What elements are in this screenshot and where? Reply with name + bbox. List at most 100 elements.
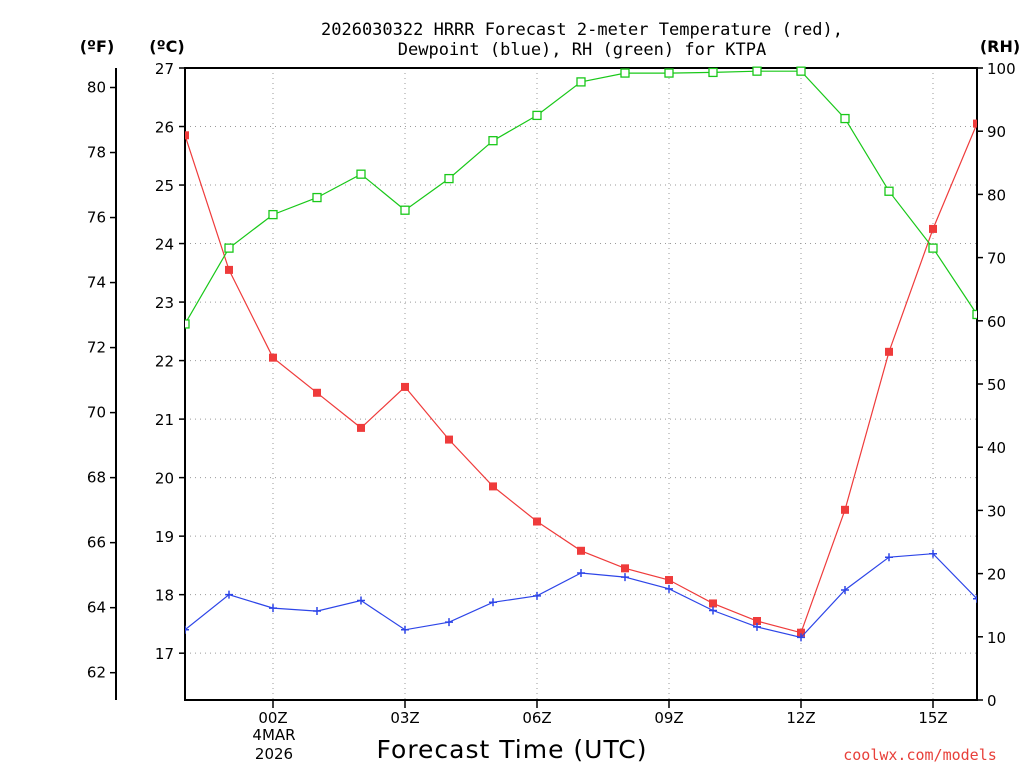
fahrenheit-tick-label-74: 74: [87, 274, 106, 292]
fahrenheit-tick-label-62: 62: [87, 664, 106, 682]
temperature-point-18: [973, 119, 977, 128]
rh-point-3: [312, 192, 322, 203]
dewpoint-point-8: [533, 591, 541, 600]
celsius-unit-label: (ºC): [149, 37, 184, 56]
celsius-tick-label-26: 26: [155, 119, 174, 137]
x-tick-label-00Z: 00Z: [258, 709, 287, 727]
rh-point-11: [664, 68, 674, 78]
celsius-tick-label-21: 21: [155, 411, 174, 429]
temperature-point-8: [533, 517, 541, 526]
x-tick-label-12Z: 12Z: [786, 709, 815, 727]
plot-frame: [184, 67, 978, 701]
fahrenheit-tick-label-80: 80: [87, 79, 106, 97]
fahrenheit-tick-label-76: 76: [87, 209, 106, 227]
dewpoint-line: [185, 553, 977, 639]
rh-point-0: [185, 319, 190, 329]
temperature-point-16: [885, 347, 893, 356]
tick-labels: 62 64 66 68 70 72 74 76 78 80 17 18 19 20 21 22 23 24 25 26…: [87, 60, 1016, 727]
celsius-tick-label-17: 17: [155, 645, 174, 663]
dewpoint-point-13: [753, 622, 761, 631]
fahrenheit-tick-label-72: 72: [87, 339, 106, 357]
rh-tick-label-60: 60: [987, 313, 1006, 331]
temperature-line: [185, 123, 977, 634]
rh-tick-label-50: 50: [987, 376, 1006, 394]
rh-tick-label-10: 10: [987, 629, 1006, 647]
rh-tick-label-80: 80: [987, 186, 1006, 204]
rh-tick-label-100: 100: [987, 60, 1016, 78]
rh-tick-label-90: 90: [987, 123, 1006, 141]
rh-point-4: [356, 169, 366, 179]
dewpoint-point-3: [313, 607, 321, 616]
rh-point-8: [532, 110, 542, 121]
rh-point-13: [752, 66, 762, 76]
temperature-point-11: [665, 576, 673, 585]
temperature-point-0: [185, 131, 189, 140]
fahrenheit-tick-label-64: 64: [87, 599, 106, 617]
rh-point-9: [576, 77, 586, 87]
dewpoint-point-18: [973, 594, 977, 603]
dewpoint-point-10: [621, 573, 629, 582]
x-tick-label-03Z: 03Z: [390, 709, 419, 727]
temperature-point-13: [753, 617, 761, 625]
rh-point-2: [268, 209, 278, 220]
fahrenheit-tick-label-68: 68: [87, 469, 106, 487]
rh-point-10: [620, 68, 630, 78]
temperature-series: [185, 119, 977, 637]
source-credit: coolwx.com/models: [843, 746, 997, 764]
celsius-tick-label-24: 24: [155, 236, 174, 254]
dewpoint-series: [185, 549, 977, 642]
temperature-point-14: [797, 628, 805, 637]
dewpoint-point-14: [797, 633, 805, 642]
fahrenheit-tick-label-66: 66: [87, 534, 106, 552]
x-tick-label-06Z: 06Z: [522, 709, 551, 727]
rh-line: [185, 70, 977, 325]
rh-point-14: [796, 66, 806, 76]
rh-tick-label-40: 40: [987, 439, 1006, 457]
dewpoint-point-15: [841, 585, 849, 594]
x-tick-label-09Z: 09Z: [654, 709, 683, 727]
rh-point-16: [884, 186, 894, 196]
temperature-point-7: [489, 482, 497, 491]
fahrenheit-tick-label-78: 78: [87, 144, 106, 162]
temperature-point-6: [445, 435, 453, 444]
rh-point-5: [400, 205, 410, 215]
rh-tick-label-0: 0: [987, 692, 997, 710]
dewpoint-point-1: [225, 590, 233, 599]
dewpoint-point-11: [665, 584, 673, 593]
temperature-point-15: [841, 505, 849, 514]
rh-point-17: [928, 243, 938, 253]
temperature-point-17: [929, 224, 937, 233]
year-label: 2026: [255, 745, 293, 763]
grid-lines: [185, 68, 977, 700]
x-axis-title: Forecast Time (UTC): [377, 735, 648, 764]
celsius-tick-label-18: 18: [155, 587, 174, 605]
rh-point-18: [972, 309, 977, 320]
rh-point-15: [840, 113, 850, 124]
celsius-tick-label-23: 23: [155, 294, 174, 312]
fahrenheit-unit-label: (ºF): [80, 37, 115, 56]
celsius-tick-label-22: 22: [155, 353, 174, 371]
rh-point-6: [444, 173, 454, 184]
temperature-point-5: [401, 382, 409, 391]
dewpoint-point-6: [445, 618, 453, 627]
dewpoint-point-12: [709, 606, 717, 615]
dewpoint-point-0: [185, 625, 189, 634]
dewpoint-point-16: [885, 553, 893, 562]
dewpoint-point-4: [357, 596, 365, 605]
dewpoint-point-17: [929, 549, 937, 558]
rh-tick-label-20: 20: [987, 566, 1006, 584]
dewpoint-point-2: [269, 604, 277, 613]
fahrenheit-tick-label-70: 70: [87, 404, 106, 422]
chart-title-line1: 2026030322 HRRR Forecast 2-meter Tempera…: [321, 20, 843, 40]
celsius-tick-label-20: 20: [155, 470, 174, 488]
data-series: [185, 66, 977, 642]
dewpoint-point-9: [577, 569, 585, 578]
rh-tick-label-30: 30: [987, 502, 1006, 520]
rh-point-7: [488, 136, 498, 146]
dewpoint-point-5: [401, 625, 409, 634]
celsius-tick-label-25: 25: [155, 177, 174, 195]
temperature-point-2: [269, 353, 277, 362]
celsius-tick-label-19: 19: [155, 528, 174, 546]
date-label: 4MAR: [252, 726, 295, 744]
